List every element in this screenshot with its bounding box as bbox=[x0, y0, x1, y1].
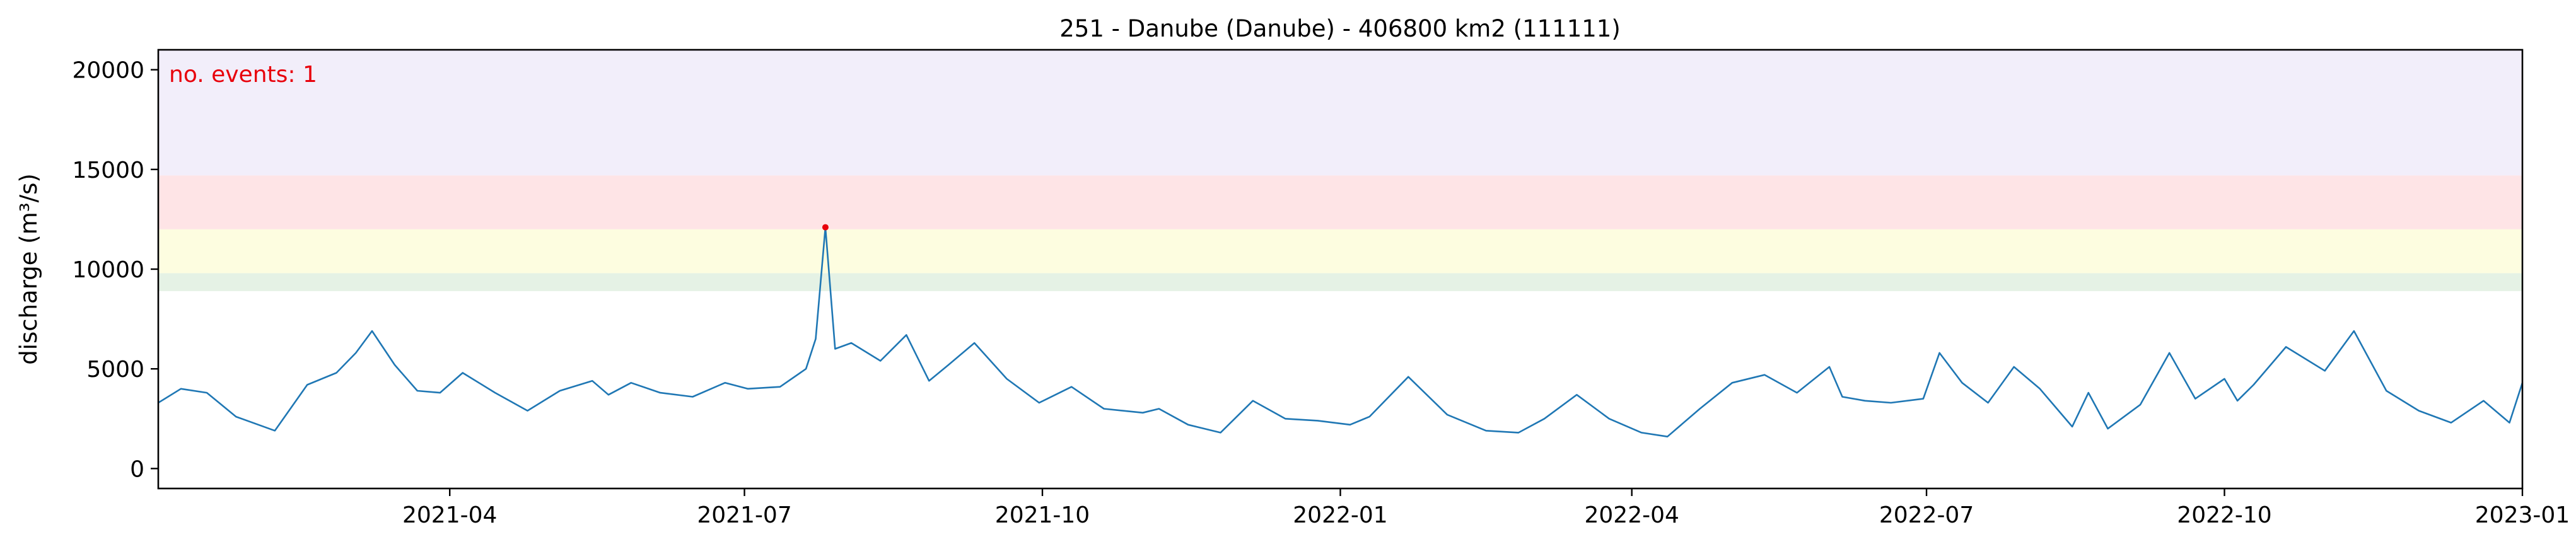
chart-title: 251 - Danube (Danube) - 406800 km2 (1111… bbox=[1059, 15, 1621, 42]
event-peak-marker bbox=[822, 224, 829, 231]
threshold-band-2 bbox=[158, 229, 2522, 274]
event-markers bbox=[822, 224, 829, 231]
y-tick-label: 20000 bbox=[72, 58, 144, 84]
discharge-series-line bbox=[158, 226, 2524, 438]
x-tick-label: 2021-04 bbox=[402, 502, 497, 528]
y-tick-label: 0 bbox=[130, 456, 144, 482]
x-tick-label: 2023-01 bbox=[2475, 502, 2570, 528]
threshold-band-3 bbox=[158, 175, 2522, 229]
y-tick-label: 10000 bbox=[72, 257, 144, 283]
x-tick-label: 2021-10 bbox=[995, 502, 1090, 528]
x-tick-label: 2022-01 bbox=[1293, 502, 1387, 528]
x-tick-label: 2022-07 bbox=[1879, 502, 1974, 528]
y-axis: 0 5000 10000 15000 20000 bbox=[72, 58, 158, 482]
x-tick-label: 2022-04 bbox=[1584, 502, 1679, 528]
threshold-bands bbox=[158, 50, 2522, 291]
threshold-band-4 bbox=[158, 50, 2522, 176]
series-group bbox=[158, 226, 2524, 438]
x-axis: 2021-04 2021-07 2021-10 2022-01 2022-04 2022-… bbox=[402, 488, 2570, 528]
x-tick-label: 2022-10 bbox=[2177, 502, 2271, 528]
y-axis-label: discharge (m³/s) bbox=[15, 173, 42, 365]
y-tick-label: 5000 bbox=[86, 357, 144, 383]
threshold-band-1 bbox=[158, 273, 2522, 291]
events-count-annotation: no. events: 1 bbox=[169, 62, 317, 88]
x-tick-label: 2021-07 bbox=[697, 502, 791, 528]
y-tick-label: 15000 bbox=[72, 158, 144, 183]
